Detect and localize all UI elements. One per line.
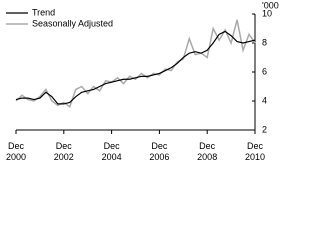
legend-label: Trend [32,7,55,17]
y-tick-label: 8 [262,37,267,47]
y-tick-label: 6 [262,66,267,76]
x-tick-label: Dec 2010 [244,141,266,162]
y-tick-label: 10 [262,8,272,18]
y-tick-label: 4 [262,95,267,105]
x-tick-label: Dec 2000 [5,141,27,162]
y-tick-label: 2 [262,124,267,134]
legend-label: Seasonally Adjusted [32,18,113,28]
x-tick-label: Dec 2004 [101,141,122,162]
x-tick-label: Dec 2006 [149,141,170,162]
y-unit: '000 [262,0,279,10]
chart-wrap: '000 2 4 6 8 10 Trend Seasonally Adjusted Dec … [5,0,279,162]
series-line [15,30,256,105]
series-line [15,19,256,109]
x-tick-label: Dec 2002 [53,141,74,162]
x-tick-label: Dec 2008 [197,141,218,162]
